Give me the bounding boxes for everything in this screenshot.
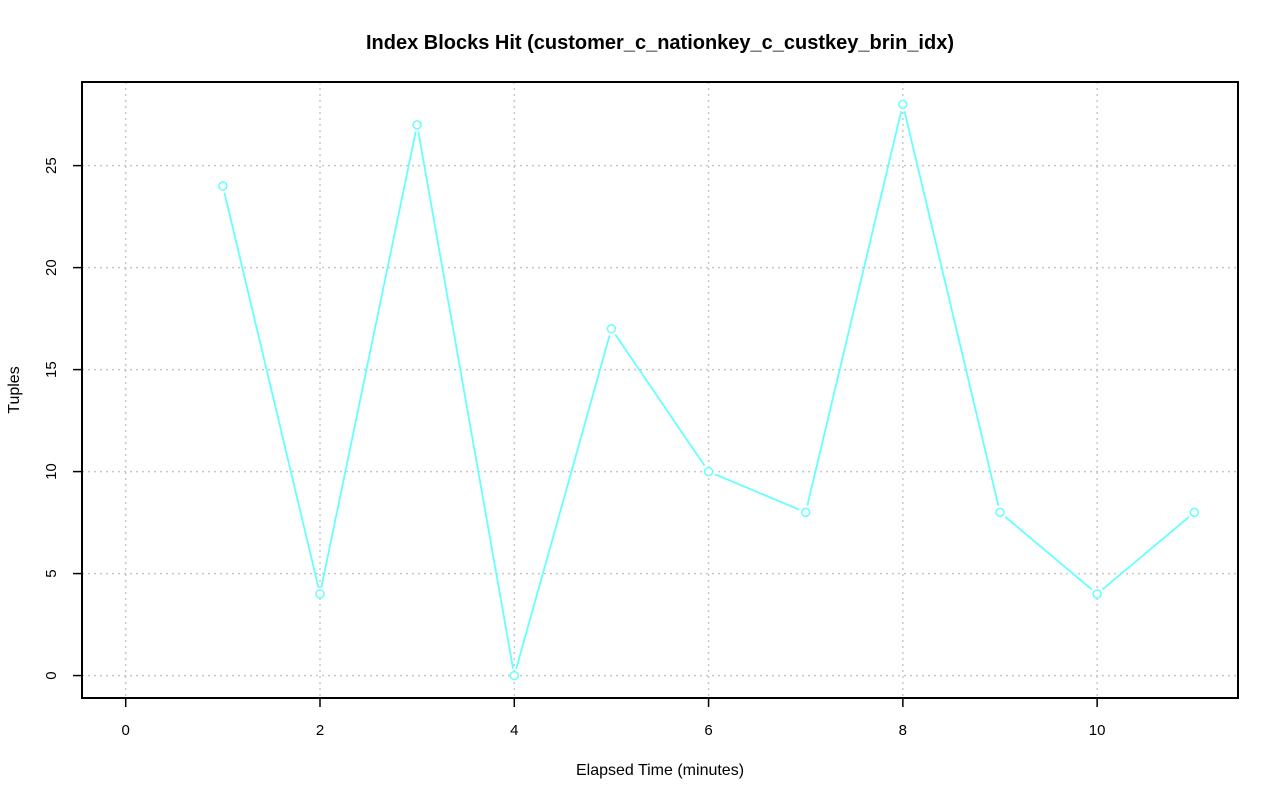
y-tick-label-3: 15 — [43, 361, 60, 378]
y-tick-label-2: 10 — [43, 463, 60, 480]
series-0-point-2 — [412, 120, 422, 130]
y-tick-label-5: 25 — [43, 157, 60, 174]
series-0-point-1 — [315, 589, 325, 599]
axes-layer: 0 2 4 6 8 10 0 5 10 15 20 25 — [43, 157, 1105, 739]
series-0-segment-5 — [714, 473, 800, 511]
x-tick-label-1: 2 — [316, 722, 324, 739]
y-axis-title: Tuples — [6, 366, 23, 413]
chart-title: Index Blocks Hit (customer_c_nationkey_c… — [366, 32, 954, 54]
series-0-segment-2 — [417, 131, 514, 669]
series-0-point-4 — [606, 324, 617, 334]
series-0-point-6 — [800, 507, 811, 518]
x-tick-label-5: 10 — [1089, 722, 1106, 739]
x-tick-label-2: 4 — [510, 722, 518, 739]
series-0-segment-8 — [1004, 516, 1093, 591]
series-0-segment-7 — [903, 111, 1000, 506]
y-tick-label-4: 20 — [43, 259, 60, 276]
series-0-point-0 — [218, 181, 228, 191]
series-0-segment-9 — [1101, 516, 1190, 591]
grid-layer — [82, 82, 1238, 698]
series-layer — [218, 99, 1200, 681]
series-0-segment-6 — [806, 111, 903, 506]
x-tick-label-3: 6 — [704, 722, 712, 739]
series-0-point-8 — [995, 507, 1005, 518]
series-0-point-3 — [509, 670, 520, 681]
series-0-point-9 — [1092, 589, 1102, 599]
series-0-point-7 — [898, 99, 908, 110]
x-tick-label-4: 8 — [899, 722, 907, 739]
series-0-point-10 — [1189, 507, 1200, 518]
series-0-segment-4 — [614, 334, 706, 467]
series-0-segment-3 — [515, 335, 611, 670]
series-0-segment-0 — [223, 192, 320, 588]
series-0-point-5 — [703, 466, 714, 477]
y-tick-label-1: 5 — [43, 569, 60, 577]
x-axis-title: Elapsed Time (minutes) — [576, 762, 744, 779]
plot-frame — [81, 81, 1239, 699]
series-0-segment-1 — [320, 131, 417, 588]
x-tick-label-0: 0 — [122, 722, 130, 739]
y-tick-label-0: 0 — [43, 671, 60, 679]
